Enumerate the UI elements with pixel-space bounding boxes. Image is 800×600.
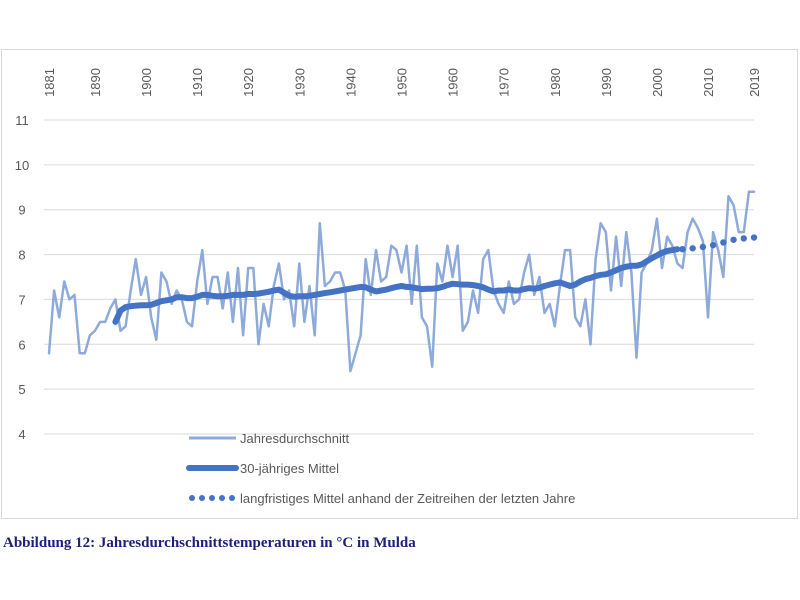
- legend: Jahresdurchschnitt 30-jähriges Mittel la…: [186, 431, 575, 506]
- legend-dot: [199, 495, 205, 501]
- legend-dot: [219, 495, 225, 501]
- x-tick-label: 1980: [548, 68, 563, 97]
- longterm-point: [689, 245, 696, 252]
- y-tick-label: 7: [18, 292, 25, 307]
- x-tick-label: 1970: [497, 68, 512, 97]
- y-tick-label: 10: [15, 158, 29, 173]
- x-tick-label: 1910: [190, 68, 205, 97]
- x-tick-label: 1881: [42, 68, 57, 97]
- legend-label-longterm: langfristiges Mittel anhand der Zeitreih…: [240, 491, 575, 506]
- x-axis-ticks: 1881 1890 1900 1910 1920 1930 1940 1950 1960 1970…: [42, 68, 762, 97]
- x-tick-label: 2019: [747, 68, 762, 97]
- y-tick-label: 6: [18, 337, 25, 352]
- longterm-point: [730, 236, 737, 243]
- figure-caption: Abbildung 12: Jahresdurchschnittstempera…: [3, 535, 416, 551]
- y-tick-label: 8: [18, 248, 25, 263]
- x-tick-label: 1990: [599, 68, 614, 97]
- series-line-mean30: [112, 246, 681, 325]
- y-tick-label: 4: [18, 427, 25, 442]
- longterm-point: [750, 234, 758, 241]
- chart-frame: 4 5 6 7 8 9 10 11 1881 1890 1900 1910 1920 1930 1940 1…: [1, 49, 798, 519]
- longterm-point: [699, 243, 707, 251]
- legend-swatch-longterm: [189, 495, 235, 501]
- legend-label-annual: Jahresdurchschnitt: [240, 431, 349, 446]
- x-tick-label: 1940: [343, 68, 358, 97]
- legend-dot: [229, 495, 235, 501]
- gridlines: [44, 119, 754, 435]
- longterm-point: [709, 241, 717, 249]
- y-tick-label: 5: [18, 382, 25, 397]
- x-tick-label: 1920: [241, 68, 256, 97]
- x-tick-label: 1890: [88, 68, 103, 97]
- x-tick-label: 1960: [446, 68, 461, 97]
- x-tick-label: 1930: [292, 68, 307, 97]
- x-tick-label: 1900: [139, 68, 154, 97]
- y-tick-label: 9: [18, 203, 25, 218]
- x-tick-label: 2000: [650, 68, 665, 97]
- y-axis-ticks: 4 5 6 7 8 9 10 11: [15, 113, 29, 442]
- series-line-annual: [47, 190, 756, 373]
- x-tick-label: 2010: [701, 68, 716, 97]
- longterm-point: [740, 235, 747, 242]
- longterm-point: [679, 245, 686, 253]
- x-tick-label: 1950: [395, 68, 410, 97]
- longterm-point: [720, 239, 727, 246]
- y-tick-label: 11: [15, 113, 29, 128]
- legend-label-mean30: 30-jähriges Mittel: [240, 461, 339, 476]
- legend-dot: [209, 495, 215, 501]
- legend-dot: [189, 495, 195, 501]
- series-lines: [47, 190, 758, 373]
